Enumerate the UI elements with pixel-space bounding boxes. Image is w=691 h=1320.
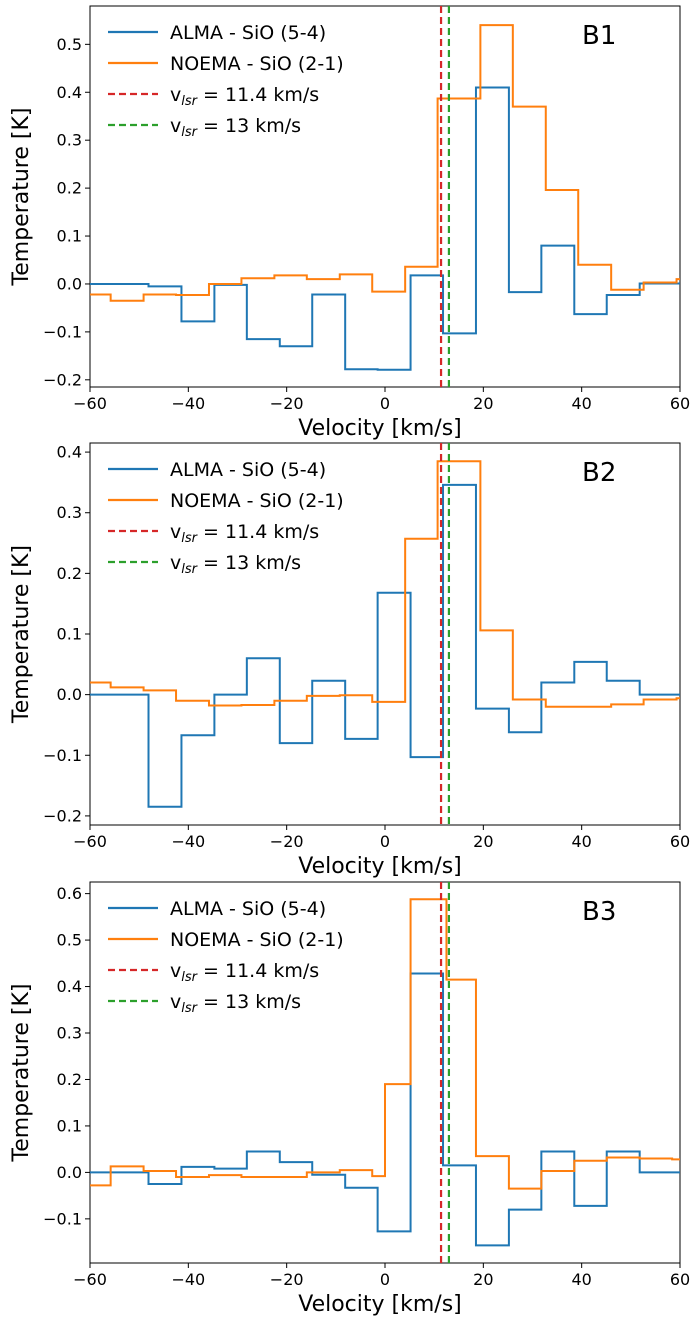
x-tick-label: 0 xyxy=(380,394,390,413)
panel-b1: −60 −40 −20 0 20 40 60 −0.2 −0.1 0.0 0.1 0.2 0.3 0.4 0… xyxy=(9,5,690,441)
y-tick-label: 0.2 xyxy=(57,179,82,198)
legend: ALMA - SiO (5-4) NOEMA - SiO (2-1) vlsr = … xyxy=(108,22,344,140)
series-line xyxy=(90,460,680,708)
x-tick-label: 20 xyxy=(473,832,493,851)
plot-area xyxy=(90,6,680,387)
legend-label: ALMA - SiO (5-4) xyxy=(170,459,326,481)
y-tick-label: 0.5 xyxy=(57,931,82,950)
x-tick-label: −40 xyxy=(171,832,205,851)
y-tick-label: 0.6 xyxy=(57,884,82,903)
y-tick-label: 0.3 xyxy=(57,1024,82,1043)
x-tick-label: −20 xyxy=(270,832,304,851)
series-line xyxy=(90,86,680,371)
x-tick-label: 60 xyxy=(670,394,690,413)
y-tick-label: −0.2 xyxy=(43,370,82,389)
legend: ALMA - SiO (5-4) NOEMA - SiO (2-1) vlsr = … xyxy=(108,898,344,1016)
y-tick-label: 0.4 xyxy=(57,83,82,102)
x-tick-label: −60 xyxy=(73,1270,107,1289)
x-tick-label: 40 xyxy=(571,394,591,413)
panel-b2: −60 −40 −20 0 20 40 60 −0.2 −0.1 0.0 0.1 0.2 0.3 0.4 V… xyxy=(9,442,690,879)
x-tick-label: 20 xyxy=(473,394,493,413)
y-tick-label: 0.2 xyxy=(57,564,82,583)
series-line xyxy=(90,483,680,808)
y-tick-label: −0.1 xyxy=(43,746,82,765)
x-tick-label: 40 xyxy=(571,832,591,851)
y-tick-label: 0.3 xyxy=(57,503,82,522)
legend-label: NOEMA - SiO (2-1) xyxy=(170,490,344,512)
legend-label: vlsr = 11.4 km/s xyxy=(170,521,319,546)
legend-label: ALMA - SiO (5-4) xyxy=(170,22,326,44)
y-axis-title: Temperature [K] xyxy=(9,984,34,1163)
legend-label: ALMA - SiO (5-4) xyxy=(170,898,326,920)
plot-area xyxy=(90,882,680,1263)
series-line xyxy=(90,24,680,302)
legend: ALMA - SiO (5-4) NOEMA - SiO (2-1) vlsr = … xyxy=(108,459,344,577)
x-tick-label: 60 xyxy=(670,1270,690,1289)
y-tick-label: 0.0 xyxy=(57,685,82,704)
plot-area xyxy=(90,443,680,825)
x-axis-title: Velocity [km/s] xyxy=(298,1292,462,1317)
y-tick-label: 0.4 xyxy=(57,443,82,462)
legend-label: vlsr = 13 km/s xyxy=(170,991,301,1016)
y-tick-label: −0.2 xyxy=(43,806,82,825)
panel-label: B1 xyxy=(582,21,616,51)
legend-label: vlsr = 11.4 km/s xyxy=(170,84,319,109)
y-tick-label: 0.2 xyxy=(57,1070,82,1089)
x-tick-label: 20 xyxy=(473,1270,493,1289)
panel-b3: −60 −40 −20 0 20 40 60 −0.1 0.0 0.1 0.2 0.3 0.4 0.5 0.… xyxy=(9,881,690,1317)
y-tick-label: 0.4 xyxy=(57,977,82,996)
x-tick-label: −60 xyxy=(73,832,107,851)
y-tick-label: 0.1 xyxy=(57,227,82,246)
x-tick-label: 40 xyxy=(571,1270,591,1289)
legend-label: NOEMA - SiO (2-1) xyxy=(170,929,344,951)
x-tick-label: 0 xyxy=(380,832,390,851)
y-tick-label: 0.5 xyxy=(57,35,82,54)
y-tick-label: −0.1 xyxy=(43,322,82,341)
x-tick-label: 60 xyxy=(670,832,690,851)
y-tick-label: 0.0 xyxy=(57,274,82,293)
x-tick-label: −20 xyxy=(270,394,304,413)
y-tick-label: 0.1 xyxy=(57,625,82,644)
x-axis-title: Velocity [km/s] xyxy=(298,416,462,441)
panel-label: B2 xyxy=(582,458,616,488)
y-tick-label: 0.1 xyxy=(57,1116,82,1135)
legend-label: NOEMA - SiO (2-1) xyxy=(170,53,344,75)
legend-label: vlsr = 13 km/s xyxy=(170,552,301,577)
x-tick-label: −40 xyxy=(171,1270,205,1289)
series-line xyxy=(90,898,680,1190)
y-tick-label: −0.1 xyxy=(43,1209,82,1228)
panel-label: B3 xyxy=(582,897,616,927)
legend-label: vlsr = 11.4 km/s xyxy=(170,960,319,985)
x-tick-label: 0 xyxy=(380,1270,390,1289)
x-tick-label: −60 xyxy=(73,394,107,413)
y-axis-title: Temperature [K] xyxy=(9,108,34,287)
y-axis-title: Temperature [K] xyxy=(9,545,34,724)
y-tick-label: 0.0 xyxy=(57,1163,82,1182)
y-tick-label: 0.3 xyxy=(57,131,82,150)
x-tick-label: −20 xyxy=(270,1270,304,1289)
x-tick-label: −40 xyxy=(171,394,205,413)
legend-label: vlsr = 13 km/s xyxy=(170,115,301,140)
x-axis-title: Velocity [km/s] xyxy=(298,854,462,879)
series-line xyxy=(90,972,680,1247)
